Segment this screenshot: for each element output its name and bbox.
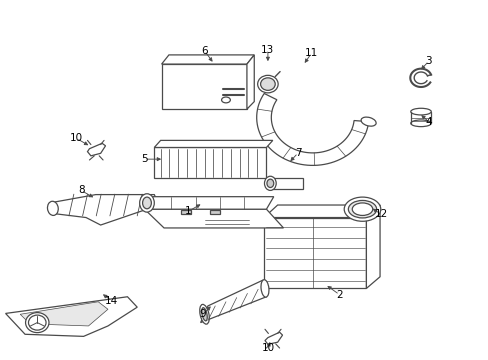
Text: 7: 7 (294, 148, 301, 158)
Text: 6: 6 (201, 46, 207, 56)
Polygon shape (144, 197, 273, 209)
Text: 2: 2 (336, 290, 342, 300)
Ellipse shape (28, 315, 46, 330)
Ellipse shape (142, 197, 151, 209)
Polygon shape (144, 209, 283, 228)
Ellipse shape (199, 305, 209, 324)
Ellipse shape (221, 97, 230, 103)
Ellipse shape (410, 120, 430, 127)
Text: 4: 4 (425, 117, 431, 127)
Polygon shape (256, 94, 368, 165)
Polygon shape (200, 280, 266, 323)
Polygon shape (210, 210, 220, 214)
Ellipse shape (257, 75, 278, 93)
Polygon shape (366, 205, 379, 288)
Polygon shape (264, 332, 282, 344)
Ellipse shape (260, 78, 275, 90)
Polygon shape (49, 195, 159, 225)
Ellipse shape (347, 201, 376, 218)
Text: 14: 14 (105, 296, 118, 306)
Ellipse shape (344, 197, 380, 221)
Polygon shape (20, 302, 108, 326)
Polygon shape (161, 55, 254, 64)
Text: 11: 11 (305, 48, 318, 58)
Ellipse shape (140, 194, 154, 212)
Text: 9: 9 (199, 309, 206, 319)
Polygon shape (87, 143, 105, 156)
Ellipse shape (202, 308, 207, 321)
Polygon shape (264, 205, 379, 217)
Ellipse shape (261, 280, 268, 297)
Text: 10: 10 (261, 343, 274, 353)
Polygon shape (154, 140, 272, 148)
Polygon shape (181, 210, 190, 214)
Polygon shape (154, 148, 266, 178)
Ellipse shape (410, 108, 430, 115)
Ellipse shape (264, 176, 276, 190)
Ellipse shape (351, 203, 372, 215)
Polygon shape (267, 178, 303, 189)
Ellipse shape (266, 179, 273, 188)
Polygon shape (161, 64, 246, 109)
Text: 13: 13 (261, 45, 274, 55)
Text: 5: 5 (141, 154, 147, 164)
Text: 10: 10 (70, 133, 82, 143)
Ellipse shape (25, 312, 49, 333)
Polygon shape (246, 55, 254, 109)
Ellipse shape (360, 117, 375, 126)
Text: 8: 8 (78, 185, 84, 195)
Ellipse shape (47, 201, 58, 215)
Text: 3: 3 (425, 56, 431, 66)
Polygon shape (264, 217, 366, 288)
Text: 12: 12 (374, 209, 387, 219)
Polygon shape (5, 297, 137, 336)
Text: 1: 1 (185, 206, 191, 216)
